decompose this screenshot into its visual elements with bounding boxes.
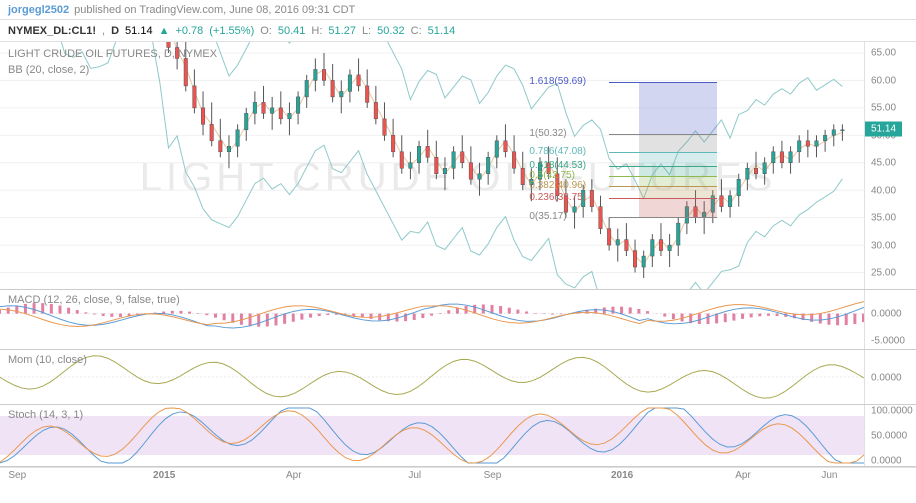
fib-line[interactable] bbox=[609, 217, 717, 218]
last-price: 51.14 bbox=[125, 25, 153, 37]
x-tick: Sep bbox=[484, 470, 502, 481]
y-tick: 0.0000 bbox=[871, 372, 902, 383]
y-tick: 55.00 bbox=[871, 103, 896, 114]
y-tick: 50.0000 bbox=[871, 431, 907, 442]
main-chart[interactable]: LIGHT CRUDE OIL FUTURES LIGHT CRUDE OIL … bbox=[0, 42, 916, 290]
fib-line[interactable] bbox=[609, 82, 717, 83]
c-val: 51.14 bbox=[428, 25, 456, 37]
publish-info: published on TradingView.com, June 08, 2… bbox=[74, 4, 355, 16]
fib-line[interactable] bbox=[609, 166, 717, 167]
fib-zone bbox=[639, 82, 717, 134]
x-tick: Apr bbox=[286, 470, 302, 481]
mom-y-axis: 0.0000 bbox=[864, 350, 916, 404]
y-tick: 30.00 bbox=[871, 240, 896, 251]
chart-container: LIGHT CRUDE OIL FUTURES LIGHT CRUDE OIL … bbox=[0, 42, 916, 485]
y-tick: 0.0000 bbox=[871, 309, 902, 320]
price-tag: 51.14 bbox=[865, 122, 902, 137]
author-name[interactable]: jorgegl2502 bbox=[8, 4, 69, 16]
bb-label: BB (20, close, 2) bbox=[8, 64, 89, 76]
fib-zone bbox=[639, 134, 717, 152]
y-tick: 40.00 bbox=[871, 185, 896, 196]
change: +0.78 bbox=[175, 25, 203, 37]
y-tick: 0.0000 bbox=[871, 455, 902, 466]
macd-y-axis: 0.0000 -5.0000 bbox=[864, 290, 916, 349]
fib-zone bbox=[639, 152, 717, 166]
x-tick: Sep bbox=[8, 470, 26, 481]
symbol[interactable]: NYMEX_DL:CL1! bbox=[8, 25, 96, 37]
y-tick: 100.0000 bbox=[871, 406, 913, 417]
fib-zone bbox=[639, 186, 717, 198]
x-tick: Jun bbox=[821, 470, 837, 481]
l-label: L: bbox=[362, 25, 371, 37]
x-tick: Apr bbox=[735, 470, 751, 481]
macd-panel[interactable]: MACD (12, 26, close, 9, false, true) 0.0… bbox=[0, 290, 916, 350]
y-tick: 35.00 bbox=[871, 213, 896, 224]
fib-label: 0.786(47.08) bbox=[529, 146, 586, 157]
fib-label: 0(35.17) bbox=[529, 211, 566, 222]
y-tick: 25.00 bbox=[871, 268, 896, 279]
fib-zone bbox=[639, 166, 717, 176]
h-label: H: bbox=[311, 25, 322, 37]
main-chart-area[interactable]: 1.618(59.69)1(50.32)0.786(47.08)0.618(44… bbox=[0, 42, 864, 289]
h-val: 51.27 bbox=[328, 25, 356, 37]
fib-line[interactable] bbox=[609, 198, 717, 199]
fib-line[interactable] bbox=[609, 134, 717, 135]
x-tick: 2016 bbox=[611, 470, 633, 481]
interval: D bbox=[111, 25, 119, 37]
y-tick: -5.0000 bbox=[871, 336, 905, 347]
quote-bar: NYMEX_DL:CL1! , D 51.14 ▲ +0.78 (+1.55%)… bbox=[0, 20, 916, 42]
mom-label: Mom (10, close) bbox=[8, 354, 87, 366]
main-y-axis: 25.0030.0035.0040.0045.0050.0055.0060.00… bbox=[864, 42, 916, 289]
stoch-y-axis: 100.0000 50.0000 0.0000 bbox=[864, 405, 916, 466]
change-pct: (+1.55%) bbox=[209, 25, 254, 37]
fib-line[interactable] bbox=[609, 176, 717, 177]
stoch-label: Stoch (14, 3, 1) bbox=[8, 409, 83, 421]
x-tick: 2015 bbox=[153, 470, 175, 481]
x-axis: Sep 2015 Apr Jul Sep 2016 Apr Jun bbox=[0, 467, 916, 485]
y-tick: 45.00 bbox=[871, 158, 896, 169]
mom-panel[interactable]: Mom (10, close) 0.0000 bbox=[0, 350, 916, 405]
chart-title: LIGHT CRUDE OIL FUTURES, D, NYMEX bbox=[8, 48, 217, 60]
o-val: 50.41 bbox=[278, 25, 306, 37]
stoch-panel[interactable]: Stoch (14, 3, 1) 100.0000 50.0000 0.0000 bbox=[0, 405, 916, 467]
y-tick: 65.00 bbox=[871, 48, 896, 59]
fib-zone bbox=[639, 176, 717, 186]
y-tick: 60.00 bbox=[871, 75, 896, 86]
publish-header: jorgegl2502 published on TradingView.com… bbox=[0, 0, 916, 20]
fib-label: 1(50.32) bbox=[529, 128, 566, 139]
macd-label: MACD (12, 26, close, 9, false, true) bbox=[8, 294, 180, 306]
fib-label: 1.618(59.69) bbox=[529, 76, 586, 87]
fib-label: 0.382(40.96) bbox=[529, 180, 586, 191]
o-label: O: bbox=[260, 25, 272, 37]
fib-line[interactable] bbox=[609, 152, 717, 153]
fib-zone bbox=[639, 198, 717, 218]
arrow-up-icon: ▲ bbox=[159, 25, 170, 37]
x-tick: Jul bbox=[408, 470, 421, 481]
c-label: C: bbox=[411, 25, 422, 37]
l-val: 50.32 bbox=[377, 25, 405, 37]
fib-label: 0.236(38.75) bbox=[529, 192, 586, 203]
fib-line[interactable] bbox=[609, 186, 717, 187]
